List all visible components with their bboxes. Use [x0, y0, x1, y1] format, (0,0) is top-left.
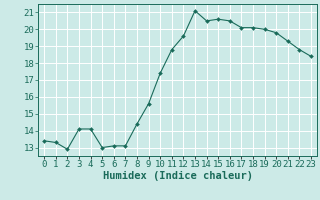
X-axis label: Humidex (Indice chaleur): Humidex (Indice chaleur) [103, 171, 252, 181]
